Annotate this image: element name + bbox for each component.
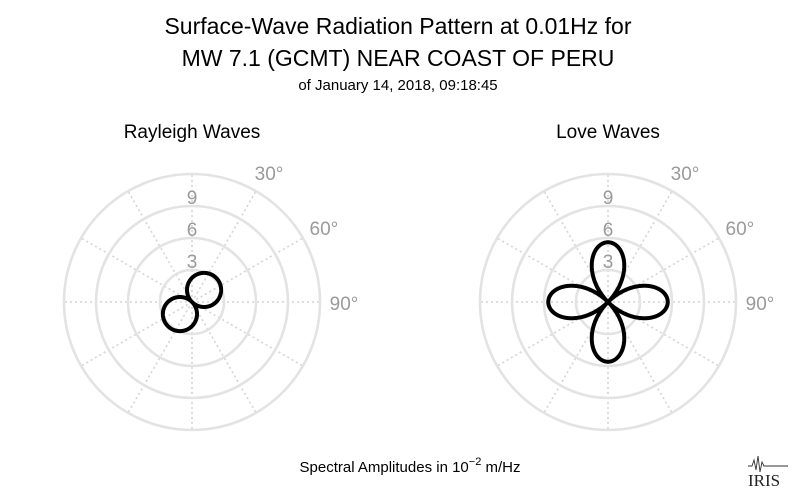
- ring-gridline: [574, 268, 642, 336]
- spoke-gridline: [80, 237, 193, 303]
- angular-tick-label: 30°: [671, 164, 700, 185]
- spoke-gridline: [191, 237, 304, 303]
- ring-gridline: [126, 236, 258, 368]
- spoke-gridline: [191, 301, 257, 414]
- ring-gridline: [62, 172, 322, 432]
- ring-gridline: [510, 204, 706, 400]
- ring-gridline: [542, 236, 674, 368]
- radial-tick-label: 6: [603, 220, 614, 241]
- spoke-gridline: [191, 190, 257, 303]
- angular-tick-label: 30°: [255, 164, 284, 185]
- angular-tick-label: 90°: [746, 294, 775, 315]
- spoke-gridline: [80, 301, 193, 367]
- spoke-gridline: [127, 190, 193, 303]
- iris-logo-text: IRIS: [748, 471, 780, 490]
- radial-tick-label: 9: [603, 188, 614, 209]
- figure-title-line2: MW 7.1 (GCMT) NEAR COAST OF PERU: [182, 45, 615, 71]
- angular-tick-label: 90°: [330, 294, 359, 315]
- units-prefix: Spectral Amplitudes in 10: [300, 459, 469, 476]
- figure-title-line1: Surface-Wave Radiation Pattern at 0.01Hz…: [164, 13, 631, 39]
- spoke-gridline: [127, 301, 193, 414]
- radial-tick-label: 9: [187, 188, 198, 209]
- love-polar-plot: Love Waves 3 6 9 30° 60° 90°: [478, 122, 775, 432]
- units-suffix: m/Hz: [481, 459, 520, 476]
- radiation-pattern-line: [546, 240, 670, 364]
- ring-gridline: [478, 172, 738, 432]
- radial-tick-label: 3: [603, 252, 614, 273]
- seismogram-icon: [748, 455, 788, 473]
- radial-gridlines: [62, 172, 322, 432]
- radiation-pattern-line: [160, 270, 224, 334]
- angular-tick-label: 60°: [726, 219, 755, 240]
- panel-title-love: Love Waves: [556, 122, 660, 143]
- radial-tick-label: 6: [187, 220, 198, 241]
- radial-tick-label: 3: [187, 252, 198, 273]
- panel-title-rayleigh: Rayleigh Waves: [124, 122, 261, 143]
- rayleigh-polar-plot: Rayleigh Waves 3 6 9 30° 60° 90°: [62, 122, 359, 432]
- angular-tick-label: 60°: [310, 219, 339, 240]
- units-caption: Spectral Amplitudes in 10−2 m/Hz: [300, 456, 521, 476]
- units-exponent: −2: [469, 456, 482, 468]
- iris-logo: IRIS: [748, 455, 788, 490]
- figure-subtitle: of January 14, 2018, 09:18:45: [298, 77, 497, 94]
- spoke-gridline: [191, 301, 304, 367]
- radial-gridlines: [478, 172, 738, 432]
- ring-gridline: [158, 268, 226, 336]
- ring-gridline: [94, 204, 290, 400]
